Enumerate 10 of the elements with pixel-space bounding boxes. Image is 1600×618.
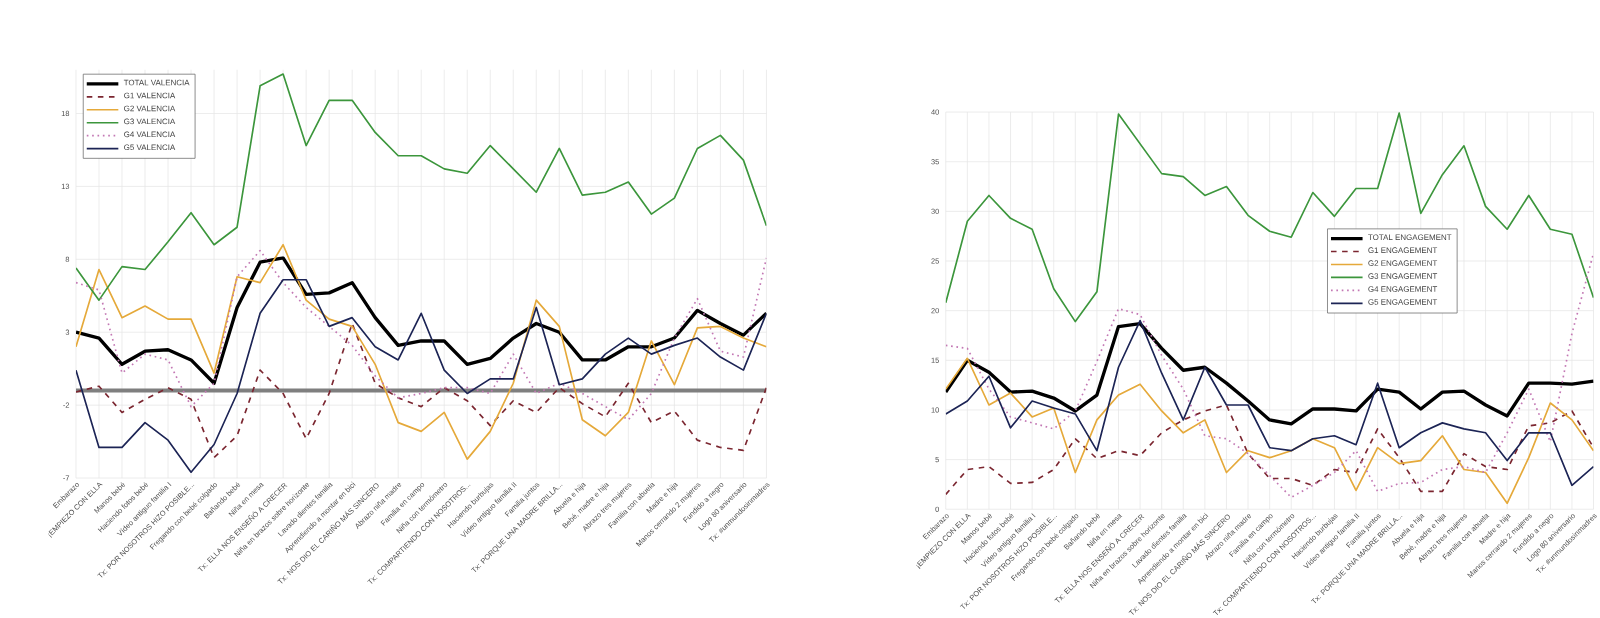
line-series bbox=[75, 322, 767, 458]
line-series bbox=[945, 357, 1594, 504]
line-series bbox=[75, 255, 767, 385]
line-series bbox=[945, 403, 1594, 495]
line-series bbox=[75, 72, 767, 301]
line-series bbox=[75, 278, 767, 473]
line-series bbox=[945, 319, 1594, 486]
line-series bbox=[75, 243, 767, 460]
line-series bbox=[75, 249, 767, 421]
line-series bbox=[945, 321, 1594, 426]
